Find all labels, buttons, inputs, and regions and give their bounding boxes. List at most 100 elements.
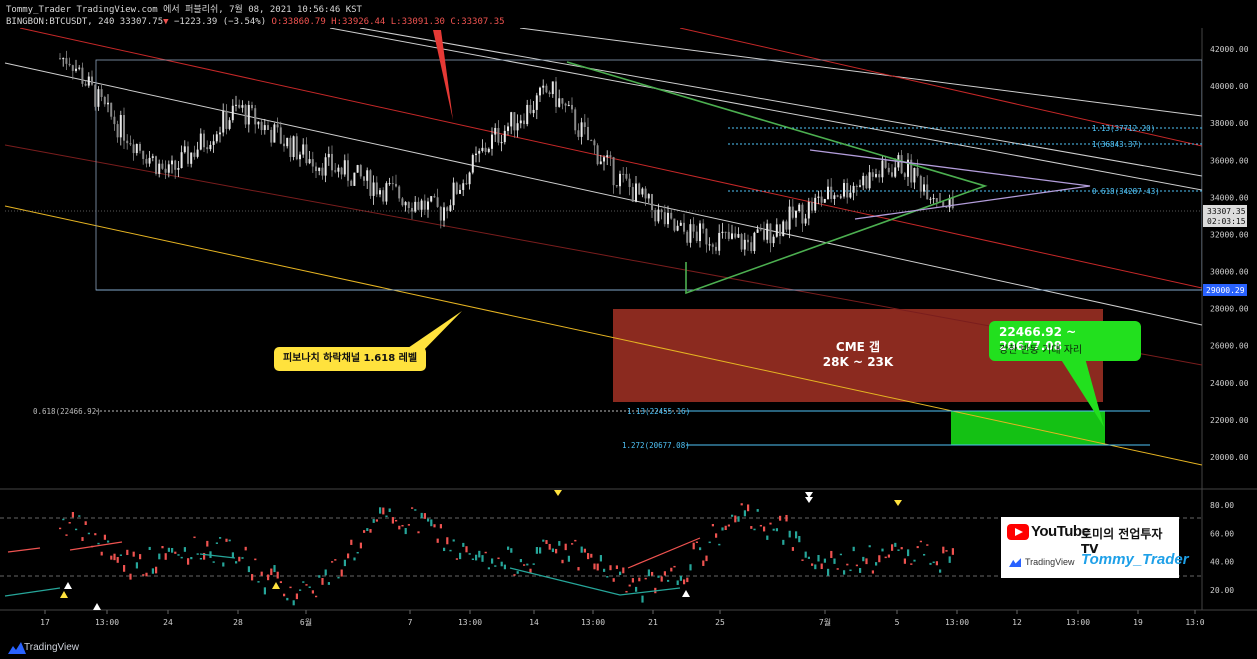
osc-bar	[615, 565, 618, 570]
candle-body	[654, 210, 657, 222]
osc-bar	[167, 547, 170, 552]
osc-bar	[180, 556, 183, 559]
candle-body	[97, 89, 100, 107]
osc-bar	[894, 542, 897, 547]
candle-body	[347, 160, 349, 181]
price-tick: 34000.00	[1210, 193, 1249, 202]
fib-label-1-top: 1(36843.37)	[1092, 140, 1142, 149]
candle-body	[798, 204, 801, 212]
osc-bar	[699, 547, 702, 551]
time-axis[interactable]: 17 13:00 24 28 6월 7 13:00 14 13:00 21 25 7월 5 13:00 12…	[40, 610, 1205, 627]
candle-body	[302, 144, 305, 155]
osc-bar	[919, 540, 922, 543]
candle-body	[692, 224, 695, 232]
osc-bar	[804, 551, 807, 558]
osc-bar	[647, 569, 650, 577]
osc-bar	[897, 549, 900, 551]
osc-bar	[891, 544, 894, 551]
candle-body	[695, 231, 698, 242]
osc-bar	[542, 539, 545, 542]
osc-bar	[603, 568, 606, 572]
candle-body	[814, 197, 817, 211]
time-tick: 28	[233, 618, 243, 627]
osc-bar	[631, 578, 634, 583]
candle-body	[372, 182, 375, 196]
candle-body	[235, 104, 237, 106]
osc-bar	[231, 552, 234, 558]
candle-body	[948, 198, 951, 208]
osc-bar	[673, 565, 676, 568]
candle-body	[638, 183, 641, 195]
time-tick: 24	[163, 618, 173, 627]
candle-body	[369, 170, 372, 196]
candle-body	[81, 67, 84, 84]
candle-body	[788, 206, 791, 230]
osc-bar	[353, 557, 356, 561]
osc-bar	[814, 564, 817, 570]
candle-body	[887, 167, 890, 173]
candle-body	[609, 155, 612, 158]
osc-bar	[100, 551, 103, 556]
time-tick: 13:00	[95, 618, 119, 627]
candle-body	[343, 160, 346, 175]
tradingview-brand[interactable]: TradingView	[8, 642, 79, 654]
osc-bar	[295, 593, 298, 600]
candle-body	[865, 175, 868, 189]
osc-bar	[910, 563, 913, 565]
candle-body	[667, 212, 669, 225]
candle-body	[727, 231, 730, 239]
osc-bar	[257, 581, 260, 583]
candle-body	[561, 98, 564, 104]
signal-marker-up	[682, 590, 690, 597]
osc-bar	[267, 574, 270, 581]
osc-bar	[721, 527, 724, 531]
candle-body	[324, 157, 327, 176]
candle-body	[577, 130, 580, 137]
osc-bar	[183, 547, 186, 552]
candle-body	[446, 207, 449, 211]
candle-body	[689, 224, 692, 243]
oscillator-axis[interactable]: 80.00 60.00 40.00 20.00	[1210, 501, 1234, 595]
time-tick: 21	[648, 618, 658, 627]
candle-body	[401, 198, 404, 206]
fib-channel-line	[4, 205, 1202, 466]
countdown-value: 02:03:15	[1207, 217, 1246, 226]
osc-bar	[449, 549, 452, 552]
support-price-value: 29000.29	[1206, 286, 1245, 295]
osc-bar	[628, 584, 631, 587]
candle-body	[481, 147, 484, 151]
osc-bar	[926, 544, 929, 546]
pennant-pattern	[809, 149, 1091, 220]
price-tick: 30000.00	[1210, 268, 1249, 277]
candle-body	[75, 68, 77, 71]
osc-bar	[795, 531, 798, 539]
price-axis[interactable]: 42000.00 40000.00 38000.00 36000.00 34000.00…	[1210, 45, 1249, 462]
osc-bar	[564, 543, 567, 551]
osc-bar	[750, 526, 753, 529]
osc-bar	[212, 561, 215, 563]
osc-divergence-line	[509, 567, 681, 596]
candle-body	[475, 153, 477, 156]
candle-body	[375, 182, 378, 195]
candle-body	[811, 202, 813, 211]
signal-marker-up	[93, 603, 101, 610]
osc-bar	[433, 524, 436, 528]
osc-divergence-line	[4, 587, 61, 597]
osc-bar	[87, 532, 90, 535]
candle-body	[711, 244, 714, 247]
candle-body	[795, 211, 797, 218]
osc-bar	[107, 540, 110, 543]
candle-body	[702, 223, 705, 229]
time-tick: 17	[40, 618, 50, 627]
down-arrow-icon: ▼	[163, 17, 169, 27]
osc-bar	[638, 577, 641, 582]
candle-body	[839, 196, 842, 198]
osc-bar	[417, 531, 420, 534]
time-tick: 7월	[819, 617, 831, 627]
candle-body	[487, 148, 490, 152]
candle-body	[894, 167, 897, 177]
candle-body	[535, 95, 538, 110]
candle-body	[683, 222, 685, 232]
osc-bar	[500, 561, 503, 567]
osc-bar	[887, 554, 890, 558]
